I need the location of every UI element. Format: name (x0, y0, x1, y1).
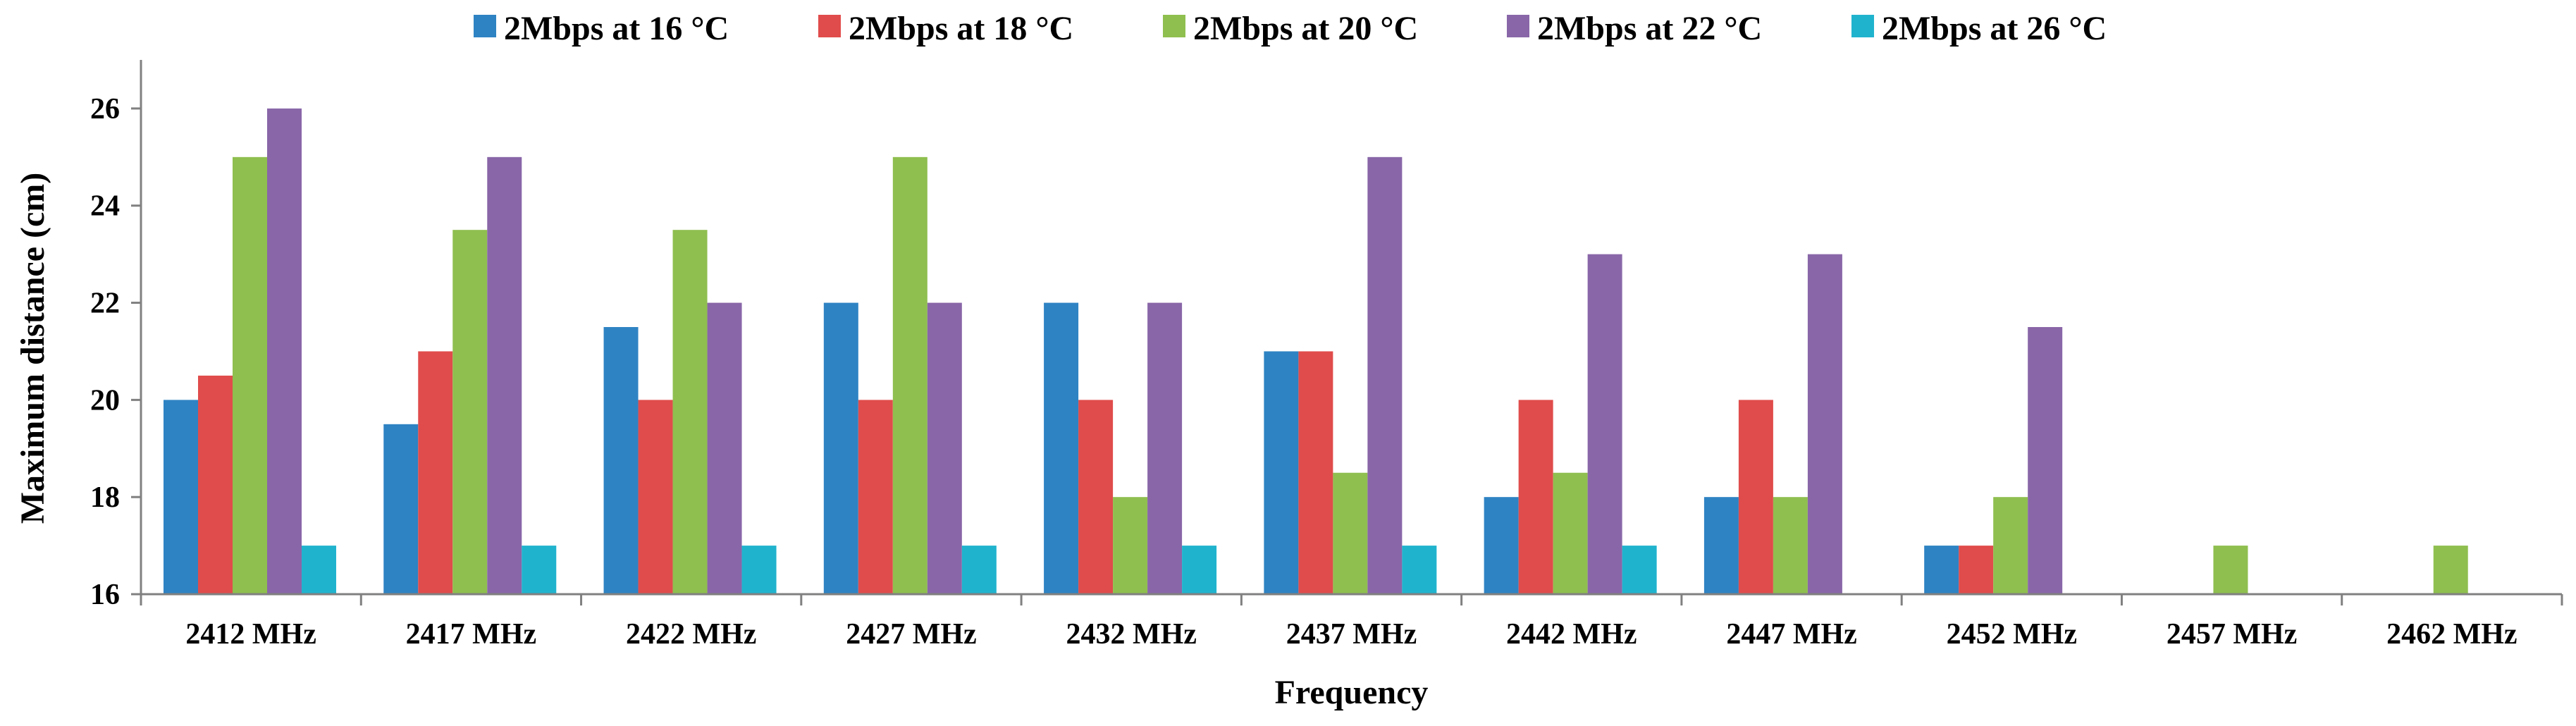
bar (927, 302, 962, 594)
x-tick-label: 2422 MHz (626, 618, 756, 651)
legend-swatch (1507, 15, 1529, 37)
y-tick-label: 26 (90, 93, 120, 125)
bar (1044, 302, 1079, 594)
bar (1147, 302, 1183, 594)
bar (2433, 546, 2468, 594)
bar (1518, 400, 1553, 594)
bar (2028, 327, 2063, 594)
bar (892, 156, 928, 594)
legend-swatch (1851, 15, 1874, 37)
x-ticks: 2412 MHz 2417 MHz 2422 MHz 2427 MHz 2432 MHz… (140, 594, 2563, 651)
bar (1484, 497, 1519, 594)
bar (233, 156, 267, 594)
bar (1959, 546, 1994, 594)
axes (140, 60, 2562, 596)
bars (164, 108, 2468, 595)
bar (1264, 351, 1299, 594)
bar (858, 400, 893, 594)
bar (302, 546, 336, 594)
y-tick-label: 22 (90, 288, 120, 320)
bar (198, 375, 233, 594)
x-tick-label: 2412 MHz (185, 618, 316, 651)
x-axis-title: Frequency (1275, 674, 1429, 711)
bar (1078, 400, 1114, 594)
y-tick-label: 24 (90, 190, 120, 223)
bar (383, 424, 419, 594)
x-tick-label: 2457 MHz (2167, 618, 2297, 651)
x-tick-label: 2442 MHz (1506, 618, 1637, 651)
x-tick-label: 2462 MHz (2386, 618, 2517, 651)
bar (603, 327, 639, 594)
y-tick-label: 18 (90, 481, 120, 514)
legend-label: 2Mbps at 16 °C (504, 10, 729, 47)
bar (1807, 254, 1842, 594)
bar (1553, 472, 1588, 594)
legend-label: 2Mbps at 18 °C (849, 10, 1073, 47)
bar (1993, 497, 2028, 594)
bar (418, 351, 453, 594)
bar (1738, 400, 1773, 594)
y-ticks: 16 18 20 22 24 26 (90, 93, 141, 611)
bar (1367, 156, 1403, 594)
bar (1773, 497, 1808, 594)
bar (1333, 472, 1368, 594)
bar (741, 546, 777, 594)
bar (1113, 497, 1148, 594)
bar (1182, 546, 1217, 594)
x-tick-label: 2452 MHz (1947, 618, 2077, 651)
bar (1924, 546, 1959, 594)
bar (1402, 546, 1437, 594)
legend-label: 2Mbps at 26 °C (1882, 10, 2107, 47)
bar (267, 108, 302, 595)
bar (672, 230, 708, 594)
bar (1587, 254, 1622, 594)
y-tick-label: 16 (90, 579, 120, 611)
legend-swatch (818, 15, 841, 37)
x-tick-label: 2447 MHz (1726, 618, 1856, 651)
bar (487, 156, 522, 594)
bar (707, 302, 742, 594)
legend-label: 2Mbps at 22 °C (1537, 10, 1762, 47)
legend-swatch (1163, 15, 1185, 37)
bar (823, 302, 858, 594)
x-tick-label: 2432 MHz (1066, 618, 1197, 651)
legend: 2Mbps at 16 °C 2Mbps at 18 °C 2Mbps at 20 … (474, 10, 2107, 47)
x-tick-label: 2417 MHz (406, 618, 536, 651)
y-tick-label: 20 (90, 384, 120, 417)
bar (1298, 351, 1333, 594)
bar (1703, 497, 1739, 594)
y-axis-title: Maximum distance (cm) (14, 173, 51, 524)
bar (961, 546, 997, 594)
bar (522, 546, 557, 594)
bar (2213, 546, 2248, 594)
x-tick-label: 2427 MHz (846, 618, 976, 651)
legend-swatch (474, 15, 496, 37)
legend-label: 2Mbps at 20 °C (1193, 10, 1418, 47)
x-tick-label: 2437 MHz (1286, 618, 1417, 651)
bar (164, 400, 198, 594)
bar (1622, 546, 1657, 594)
bar (638, 400, 673, 594)
bar (452, 230, 488, 594)
